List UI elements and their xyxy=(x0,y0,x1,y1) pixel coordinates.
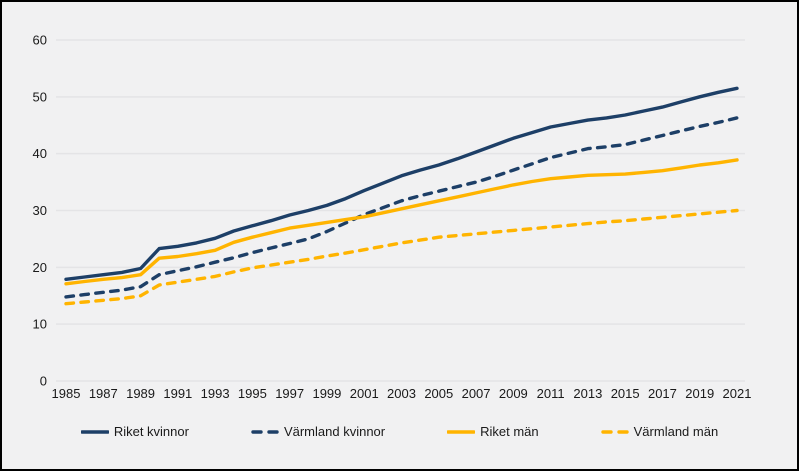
x-tick-label: 1991 xyxy=(163,386,192,401)
x-tick-label: 2017 xyxy=(648,386,677,401)
x-tick-label: 2007 xyxy=(462,386,491,401)
y-tick-label: 30 xyxy=(33,203,47,218)
x-axis-labels: 1985 1987 1989 1991 1993 1995 1997 1999 2001 2003… xyxy=(52,386,752,401)
y-tick-label: 0 xyxy=(40,374,47,389)
x-tick-label: 2003 xyxy=(387,386,416,401)
legend-swatch-dashed-navy-icon xyxy=(251,429,279,434)
x-tick-label: 1985 xyxy=(52,386,81,401)
x-tick-label: 2001 xyxy=(350,386,379,401)
legend-swatch-solid-gold-icon xyxy=(447,429,476,434)
x-tick-label: 2013 xyxy=(573,386,602,401)
x-tick-label: 1995 xyxy=(238,386,267,401)
x-tick-label: 1997 xyxy=(275,386,304,401)
legend-item-varmland-man: Värmland män xyxy=(600,424,719,439)
gridlines xyxy=(56,39,745,382)
y-tick-label: 60 xyxy=(33,33,47,48)
chart-legend: Riket kvinnor Värmland kvinnor Riket män… xyxy=(0,424,799,439)
y-axis-labels: 0 10 20 30 40 50 60 xyxy=(33,33,47,389)
series-line-riket-m-n xyxy=(64,158,739,286)
x-tick-label: 1989 xyxy=(126,386,155,401)
legend-item-varmland-kvinnor: Värmland kvinnor xyxy=(251,424,385,439)
x-tick-label: 1999 xyxy=(312,386,341,401)
legend-label: Värmland män xyxy=(633,424,719,439)
x-tick-label: 2019 xyxy=(685,386,714,401)
x-tick-label: 1987 xyxy=(89,386,118,401)
legend-swatch-solid-navy-icon xyxy=(80,429,109,434)
series-line-riket-kvinnor xyxy=(64,86,739,281)
y-tick-label: 10 xyxy=(33,317,47,332)
y-tick-label: 50 xyxy=(33,89,47,104)
y-tick-label: 20 xyxy=(33,260,47,275)
legend-item-riket-man: Riket män xyxy=(447,424,539,439)
x-tick-label: 2021 xyxy=(723,386,752,401)
x-tick-label: 1993 xyxy=(201,386,230,401)
x-tick-label: 2005 xyxy=(424,386,453,401)
legend-label: Riket män xyxy=(480,424,539,439)
x-tick-label: 2015 xyxy=(611,386,640,401)
y-tick-label: 40 xyxy=(33,146,47,161)
series-line-v-rmland-kvinnor xyxy=(64,116,739,299)
legend-label: Värmland kvinnor xyxy=(283,424,386,439)
legend-swatch-dashed-gold-icon xyxy=(600,429,629,434)
x-tick-label: 2011 xyxy=(537,386,565,401)
x-tick-label: 2009 xyxy=(499,386,528,401)
legend-label: Riket kvinnor xyxy=(113,424,189,439)
legend-item-riket-kvinnor: Riket kvinnor xyxy=(80,424,189,439)
